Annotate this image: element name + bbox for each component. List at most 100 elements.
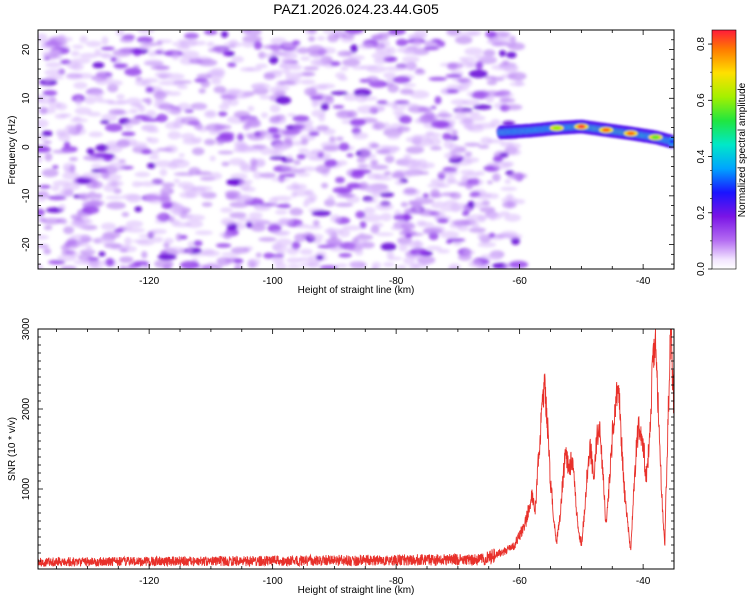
noise-blob bbox=[172, 219, 181, 225]
snr-xlabel: Height of straight line (km) bbox=[298, 585, 415, 596]
noise-blob bbox=[250, 158, 258, 167]
noise-blob bbox=[52, 165, 59, 169]
x-tick-label: -100 bbox=[263, 576, 283, 587]
noise-blob bbox=[76, 178, 92, 184]
noise-blob bbox=[55, 129, 66, 137]
noise-blob bbox=[373, 42, 386, 50]
noise-blob bbox=[157, 253, 177, 261]
noise-blob bbox=[255, 252, 262, 258]
noise-blob bbox=[413, 38, 422, 48]
noise-blob bbox=[177, 102, 191, 111]
noise-blob bbox=[216, 257, 232, 266]
noise-blob bbox=[499, 50, 506, 57]
noise-blob bbox=[388, 30, 406, 35]
noise-blob bbox=[133, 260, 149, 266]
noise-blob bbox=[409, 90, 430, 99]
noise-blob bbox=[373, 121, 385, 130]
noise-blob bbox=[88, 261, 98, 269]
noise-blob bbox=[163, 242, 170, 248]
track-peak-core bbox=[626, 131, 635, 136]
track-peak-core bbox=[577, 124, 586, 129]
noise-blob bbox=[338, 253, 352, 258]
spectrogram-signal-track bbox=[496, 119, 674, 149]
noise-blob bbox=[91, 74, 108, 82]
noise-blob bbox=[463, 121, 471, 130]
noise-blob bbox=[47, 195, 67, 201]
noise-blob bbox=[321, 182, 329, 189]
noise-blob bbox=[414, 196, 424, 204]
noise-blob bbox=[210, 67, 225, 76]
noise-blob bbox=[408, 201, 423, 206]
noise-blob bbox=[201, 202, 213, 207]
noise-blob bbox=[374, 176, 393, 181]
noise-blob bbox=[228, 39, 239, 46]
noise-blob bbox=[113, 63, 129, 68]
noise-blob bbox=[220, 30, 229, 38]
snr-background bbox=[38, 329, 674, 569]
noise-blob bbox=[426, 245, 442, 251]
noise-blob bbox=[270, 70, 286, 74]
noise-blob bbox=[310, 148, 325, 155]
noise-blob bbox=[118, 47, 135, 54]
noise-blob bbox=[241, 40, 255, 48]
noise-blob bbox=[490, 118, 501, 128]
noise-blob bbox=[220, 46, 230, 52]
noise-blob bbox=[425, 131, 435, 136]
noise-blob bbox=[210, 78, 222, 85]
spectrogram-ylabel: Frequency (Hz) bbox=[7, 116, 18, 185]
noise-blob bbox=[478, 145, 490, 149]
noise-blob bbox=[453, 110, 472, 115]
noise-blob bbox=[480, 136, 493, 145]
noise-blob bbox=[486, 180, 493, 185]
noise-blob bbox=[461, 174, 468, 183]
noise-blob bbox=[179, 56, 196, 65]
noise-blob bbox=[119, 36, 134, 43]
noise-blob bbox=[308, 131, 320, 137]
noise-blob bbox=[335, 202, 354, 207]
noise-blob bbox=[160, 196, 171, 205]
noise-blob bbox=[70, 214, 82, 220]
noise-blob bbox=[100, 222, 117, 231]
noise-blob bbox=[280, 57, 294, 64]
noise-blob bbox=[229, 212, 247, 219]
noise-blob bbox=[450, 99, 469, 105]
noise-blob bbox=[104, 242, 122, 249]
noise-blob bbox=[355, 210, 366, 219]
noise-blob bbox=[139, 181, 157, 187]
noise-blob bbox=[355, 94, 368, 103]
y-tick-label: 2000 bbox=[21, 397, 32, 420]
noise-blob bbox=[450, 203, 468, 208]
colorbar-tick-label: 0.0 bbox=[696, 262, 707, 276]
noise-blob bbox=[94, 48, 101, 56]
noise-blob bbox=[51, 185, 60, 192]
noise-blob bbox=[208, 130, 221, 136]
noise-blob bbox=[422, 193, 429, 198]
noise-blob bbox=[392, 76, 411, 84]
noise-blob bbox=[346, 182, 362, 189]
noise-blob bbox=[159, 168, 168, 177]
noise-blob bbox=[148, 199, 163, 204]
noise-blob bbox=[154, 160, 174, 168]
noise-blob bbox=[171, 158, 185, 164]
noise-blob bbox=[130, 142, 148, 148]
noise-blob bbox=[227, 62, 237, 68]
noise-blob bbox=[403, 256, 416, 265]
noise-blob bbox=[79, 52, 98, 59]
noise-blob bbox=[357, 164, 370, 169]
noise-blob bbox=[444, 152, 462, 160]
noise-blob bbox=[446, 175, 456, 184]
noise-blob bbox=[428, 76, 448, 81]
noise-blob bbox=[417, 255, 436, 265]
noise-blob bbox=[453, 219, 471, 227]
noise-blob bbox=[504, 213, 521, 222]
noise-blob bbox=[233, 110, 251, 118]
noise-blob bbox=[508, 260, 529, 269]
noise-blob bbox=[156, 40, 163, 46]
noise-blob bbox=[224, 190, 241, 198]
noise-blob bbox=[268, 55, 279, 65]
noise-blob bbox=[293, 159, 301, 165]
noise-blob bbox=[451, 129, 458, 136]
y-tick-label: 0 bbox=[21, 144, 32, 150]
noise-blob bbox=[141, 251, 148, 259]
